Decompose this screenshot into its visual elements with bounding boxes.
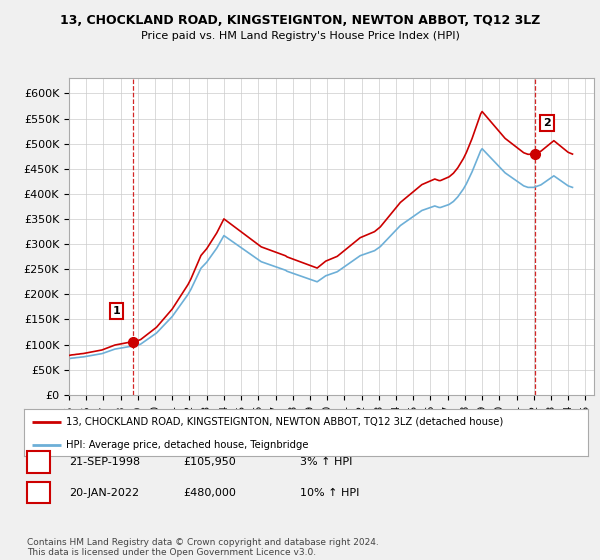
Text: HPI: Average price, detached house, Teignbridge: HPI: Average price, detached house, Teig…: [66, 440, 309, 450]
Text: 13, CHOCKLAND ROAD, KINGSTEIGNTON, NEWTON ABBOT, TQ12 3LZ (detached house): 13, CHOCKLAND ROAD, KINGSTEIGNTON, NEWTO…: [66, 417, 503, 427]
Text: 10% ↑ HPI: 10% ↑ HPI: [300, 488, 359, 498]
Text: 2: 2: [543, 118, 551, 128]
Text: £480,000: £480,000: [183, 488, 236, 498]
Text: 1: 1: [35, 457, 42, 467]
Text: Contains HM Land Registry data © Crown copyright and database right 2024.
This d: Contains HM Land Registry data © Crown c…: [27, 538, 379, 557]
Text: 2: 2: [35, 488, 42, 498]
Text: 3% ↑ HPI: 3% ↑ HPI: [300, 457, 352, 467]
Text: 21-SEP-1998: 21-SEP-1998: [69, 457, 140, 467]
Text: 20-JAN-2022: 20-JAN-2022: [69, 488, 139, 498]
Text: £105,950: £105,950: [183, 457, 236, 467]
Text: Price paid vs. HM Land Registry's House Price Index (HPI): Price paid vs. HM Land Registry's House …: [140, 31, 460, 41]
Text: 1: 1: [112, 306, 120, 316]
Text: 13, CHOCKLAND ROAD, KINGSTEIGNTON, NEWTON ABBOT, TQ12 3LZ: 13, CHOCKLAND ROAD, KINGSTEIGNTON, NEWTO…: [60, 14, 540, 27]
